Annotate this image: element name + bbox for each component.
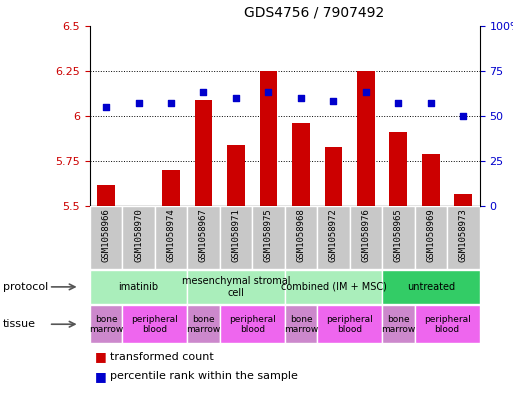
Point <box>167 100 175 107</box>
Text: GSM1058965: GSM1058965 <box>394 208 403 262</box>
Point <box>459 113 467 119</box>
Point <box>427 100 435 107</box>
Text: peripheral
blood: peripheral blood <box>131 314 178 334</box>
Text: combined (IM + MSC): combined (IM + MSC) <box>281 282 386 292</box>
Bar <box>285 206 317 269</box>
Bar <box>389 132 407 206</box>
Bar <box>220 305 285 343</box>
Bar <box>317 206 350 269</box>
Bar <box>90 270 187 304</box>
Bar <box>422 154 440 206</box>
Text: GDS4756 / 7907492: GDS4756 / 7907492 <box>244 6 384 20</box>
Bar <box>162 170 180 206</box>
Bar <box>415 206 447 269</box>
Text: tissue: tissue <box>3 319 35 329</box>
Bar <box>285 270 382 304</box>
Text: bone
marrow: bone marrow <box>284 314 318 334</box>
Text: untreated: untreated <box>407 282 455 292</box>
Bar <box>350 206 382 269</box>
Bar <box>447 206 480 269</box>
Text: peripheral
blood: peripheral blood <box>326 314 373 334</box>
Bar <box>357 71 375 206</box>
Text: ■: ■ <box>95 370 107 383</box>
Text: transformed count: transformed count <box>110 352 214 362</box>
Text: GSM1058976: GSM1058976 <box>362 208 370 262</box>
Bar <box>187 305 220 343</box>
Bar <box>382 305 415 343</box>
Bar <box>325 147 342 206</box>
Bar <box>97 185 115 206</box>
Bar <box>317 305 382 343</box>
Bar <box>155 206 187 269</box>
Bar <box>292 123 310 206</box>
Point <box>329 98 338 105</box>
Bar <box>227 145 245 206</box>
Text: percentile rank within the sample: percentile rank within the sample <box>110 371 298 381</box>
Bar <box>122 206 155 269</box>
Bar <box>455 194 472 206</box>
Text: GSM1058966: GSM1058966 <box>102 208 110 262</box>
Text: GSM1058972: GSM1058972 <box>329 208 338 262</box>
Bar <box>187 270 285 304</box>
Text: GSM1058968: GSM1058968 <box>297 208 305 262</box>
Text: mesenchymal stromal
cell: mesenchymal stromal cell <box>182 276 290 298</box>
Bar <box>187 206 220 269</box>
Bar <box>90 305 122 343</box>
Text: protocol: protocol <box>3 282 48 292</box>
Bar <box>90 206 122 269</box>
Point <box>362 89 370 95</box>
Text: peripheral
blood: peripheral blood <box>424 314 470 334</box>
Text: peripheral
blood: peripheral blood <box>229 314 275 334</box>
Bar <box>194 100 212 206</box>
Text: GSM1058970: GSM1058970 <box>134 208 143 262</box>
Text: GSM1058969: GSM1058969 <box>426 208 436 262</box>
Point <box>394 100 403 107</box>
Bar <box>220 206 252 269</box>
Text: GSM1058975: GSM1058975 <box>264 208 273 262</box>
Point <box>200 89 208 95</box>
Point <box>134 100 143 107</box>
Bar <box>260 71 278 206</box>
Bar <box>252 206 285 269</box>
Text: bone
marrow: bone marrow <box>186 314 221 334</box>
Text: bone
marrow: bone marrow <box>381 314 416 334</box>
Bar <box>415 305 480 343</box>
Text: ■: ■ <box>95 350 107 363</box>
Text: GSM1058971: GSM1058971 <box>231 208 241 262</box>
Bar <box>285 305 317 343</box>
Text: GSM1058974: GSM1058974 <box>167 208 175 262</box>
Text: bone
marrow: bone marrow <box>89 314 123 334</box>
Bar <box>122 305 187 343</box>
Text: GSM1058967: GSM1058967 <box>199 208 208 262</box>
Point <box>102 104 110 110</box>
Point <box>264 89 272 95</box>
Bar <box>382 206 415 269</box>
Point <box>232 95 240 101</box>
Text: GSM1058973: GSM1058973 <box>459 208 468 262</box>
Point <box>297 95 305 101</box>
Text: imatinib: imatinib <box>119 282 159 292</box>
Bar <box>382 270 480 304</box>
